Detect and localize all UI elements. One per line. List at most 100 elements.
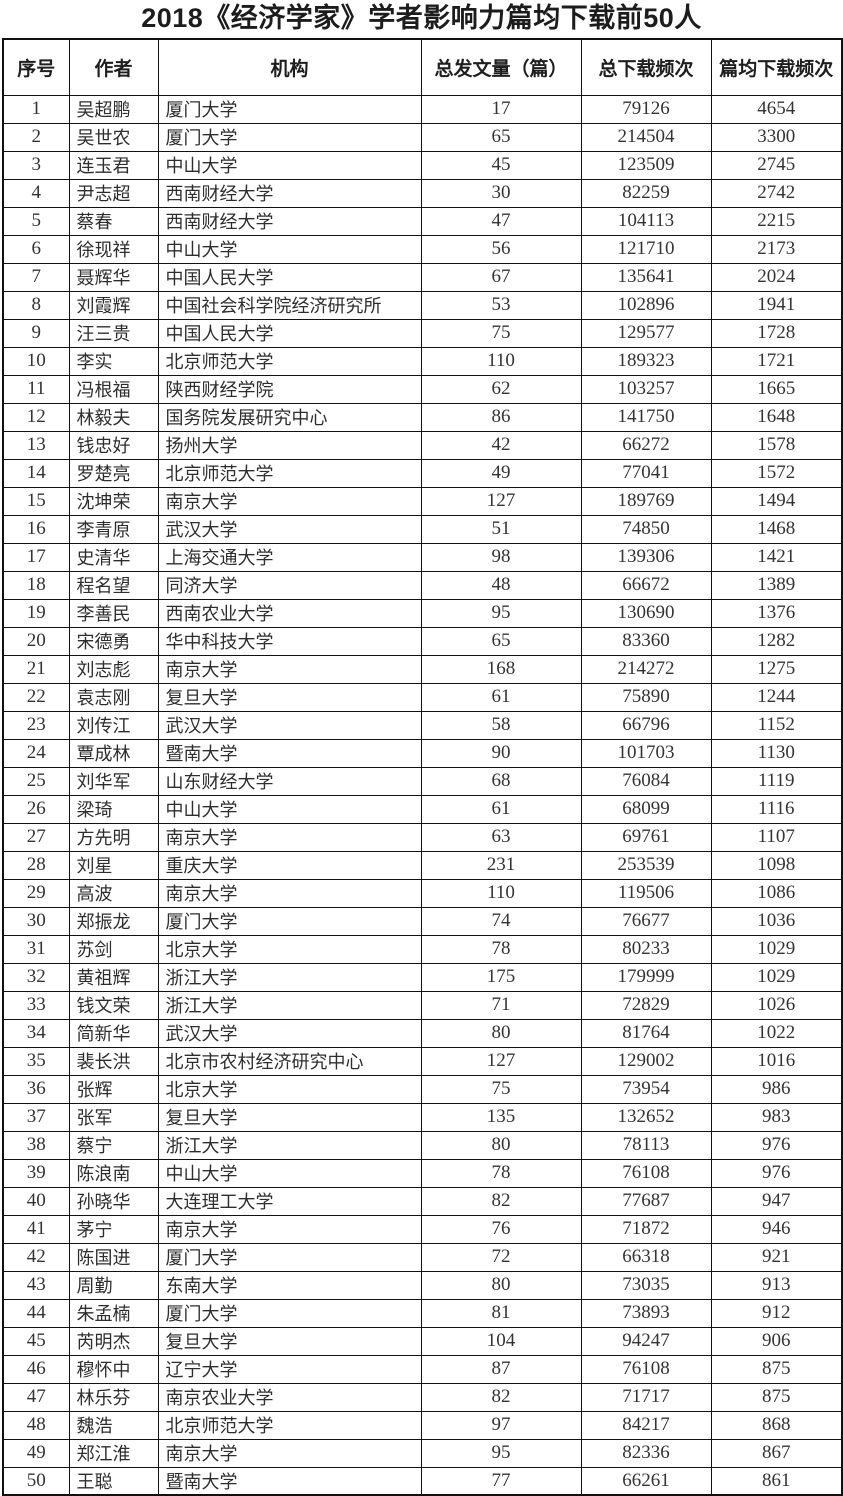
table-row: 50 王聪 暨南大学 77 66261 861 [2, 1466, 843, 1496]
author-cell: 周勤 [68, 1270, 159, 1300]
avg-downloads-cell: 1086 [710, 878, 843, 908]
institution-cell: 中国人民大学 [157, 262, 422, 292]
total-downloads-cell: 76108 [580, 1354, 712, 1384]
rank-cell: 43 [2, 1270, 70, 1300]
author-cell: 尹志超 [68, 178, 159, 208]
table-row: 47 林乐芬 南京农业大学 82 71717 875 [2, 1382, 843, 1412]
total-downloads-cell: 214272 [580, 654, 712, 684]
institution-cell: 陕西财经学院 [157, 374, 422, 404]
total-downloads-cell: 83360 [580, 626, 712, 656]
rank-cell: 1 [2, 94, 70, 124]
avg-downloads-cell: 906 [710, 1326, 843, 1356]
avg-downloads-cell: 2173 [710, 234, 843, 264]
author-cell: 宋德勇 [68, 626, 159, 656]
rank-cell: 5 [2, 206, 70, 236]
total-downloads-cell: 75890 [580, 682, 712, 712]
author-cell: 李青原 [68, 514, 159, 544]
avg-downloads-cell: 4654 [710, 94, 843, 124]
institution-cell: 厦门大学 [157, 1298, 422, 1328]
articles-count-cell: 80 [420, 1270, 582, 1300]
author-cell: 简新华 [68, 1018, 159, 1048]
total-downloads-cell: 139306 [580, 542, 712, 572]
author-cell: 林乐芬 [68, 1382, 159, 1412]
table-row: 6 徐现祥 中山大学 56 121710 2173 [2, 234, 843, 264]
table-row: 20 宋德勇 华中科技大学 65 83360 1282 [2, 626, 843, 656]
rank-cell: 39 [2, 1158, 70, 1188]
avg-downloads-cell: 1282 [710, 626, 843, 656]
author-cell: 梁琦 [68, 794, 159, 824]
rank-cell: 12 [2, 402, 70, 432]
author-cell: 苏剑 [68, 934, 159, 964]
author-cell: 林毅夫 [68, 402, 159, 432]
avg-downloads-cell: 1665 [710, 374, 843, 404]
author-cell: 张军 [68, 1102, 159, 1132]
total-downloads-cell: 73954 [580, 1074, 712, 1104]
table-row: 5 蔡春 西南财经大学 47 104113 2215 [2, 206, 843, 236]
avg-downloads-cell: 1098 [710, 850, 843, 880]
table-row: 39 陈浪南 中山大学 78 76108 976 [2, 1158, 843, 1188]
avg-downloads-cell: 1421 [710, 542, 843, 572]
articles-count-cell: 68 [420, 766, 582, 796]
total-downloads-cell: 179999 [580, 962, 712, 992]
author-cell: 汪三贵 [68, 318, 159, 348]
avg-downloads-cell: 1107 [710, 822, 843, 852]
institution-cell: 浙江大学 [157, 990, 422, 1020]
rank-cell: 46 [2, 1354, 70, 1384]
institution-cell: 东南大学 [157, 1270, 422, 1300]
institution-cell: 南京大学 [157, 654, 422, 684]
table-row: 7 聂辉华 中国人民大学 67 135641 2024 [2, 262, 843, 292]
author-cell: 袁志刚 [68, 682, 159, 712]
articles-count-cell: 90 [420, 738, 582, 768]
institution-cell: 南京农业大学 [157, 1382, 422, 1412]
total-downloads-cell: 68099 [580, 794, 712, 824]
avg-downloads-cell: 875 [710, 1382, 843, 1412]
rank-cell: 28 [2, 850, 70, 880]
avg-downloads-cell: 3300 [710, 122, 843, 152]
articles-count-cell: 75 [420, 318, 582, 348]
articles-count-cell: 80 [420, 1018, 582, 1048]
institution-cell: 厦门大学 [157, 906, 422, 936]
articles-count-cell: 231 [420, 850, 582, 880]
table-row: 23 刘传江 武汉大学 58 66796 1152 [2, 710, 843, 740]
author-cell: 程名望 [68, 570, 159, 600]
articles-count-cell: 77 [420, 1466, 582, 1496]
articles-count-cell: 95 [420, 598, 582, 628]
articles-count-cell: 49 [420, 458, 582, 488]
author-cell: 沈坤荣 [68, 486, 159, 516]
page-title: 2018《经济学家》学者影响力篇均下载前50人 [141, 3, 702, 33]
avg-downloads-cell: 1022 [710, 1018, 843, 1048]
articles-count-cell: 56 [420, 234, 582, 264]
table-row: 34 简新华 武汉大学 80 81764 1022 [2, 1018, 843, 1048]
table-row: 19 李善民 西南农业大学 95 130690 1376 [2, 598, 843, 628]
articles-count-cell: 104 [420, 1326, 582, 1356]
total-downloads-cell: 82259 [580, 178, 712, 208]
table-row: 40 孙晓华 大连理工大学 82 77687 947 [2, 1186, 843, 1216]
author-cell: 刘传江 [68, 710, 159, 740]
institution-cell: 厦门大学 [157, 1242, 422, 1272]
institution-cell: 复旦大学 [157, 1326, 422, 1356]
rank-cell: 44 [2, 1298, 70, 1328]
table-row: 3 连玉君 中山大学 45 123509 2745 [2, 150, 843, 180]
total-downloads-cell: 72829 [580, 990, 712, 1020]
total-downloads-cell: 141750 [580, 402, 712, 432]
articles-count-cell: 75 [420, 1074, 582, 1104]
table-row: 22 袁志刚 复旦大学 61 75890 1244 [2, 682, 843, 712]
total-downloads-cell: 66796 [580, 710, 712, 740]
header-institution: 机构 [157, 38, 422, 96]
avg-downloads-cell: 983 [710, 1102, 843, 1132]
total-downloads-cell: 103257 [580, 374, 712, 404]
total-downloads-cell: 253539 [580, 850, 712, 880]
rank-cell: 25 [2, 766, 70, 796]
rank-cell: 47 [2, 1382, 70, 1412]
institution-cell: 厦门大学 [157, 122, 422, 152]
institution-cell: 国务院发展研究中心 [157, 402, 422, 432]
institution-cell: 重庆大学 [157, 850, 422, 880]
total-downloads-cell: 76108 [580, 1158, 712, 1188]
rank-cell: 10 [2, 346, 70, 376]
author-cell: 陈国进 [68, 1242, 159, 1272]
articles-count-cell: 87 [420, 1354, 582, 1384]
total-downloads-cell: 102896 [580, 290, 712, 320]
rank-cell: 27 [2, 822, 70, 852]
rank-cell: 38 [2, 1130, 70, 1160]
avg-downloads-cell: 868 [710, 1410, 843, 1440]
